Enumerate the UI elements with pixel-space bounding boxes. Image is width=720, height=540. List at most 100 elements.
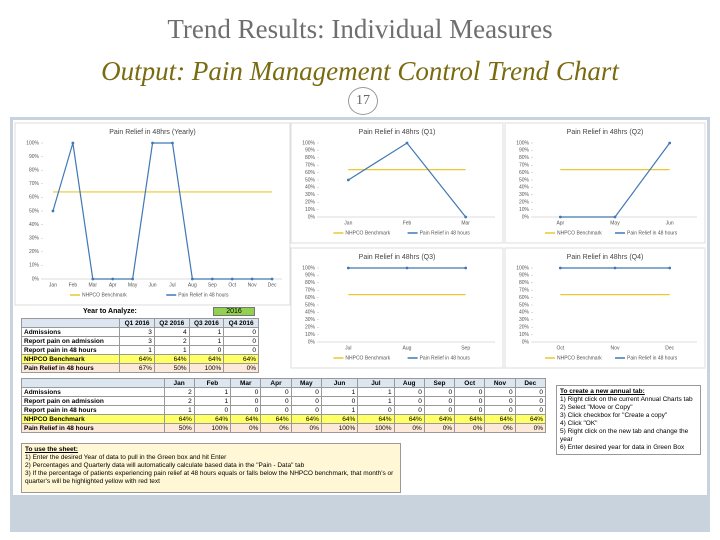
y-tick-label: 60%: [519, 295, 530, 301]
point: [91, 277, 95, 281]
y-tick-label: 100%: [26, 140, 39, 146]
table-row: Pain Relief in 48 hours 50% 100% 0% 0% 0% 100%…: [21, 423, 547, 433]
y-tick-label: 90%: [519, 148, 530, 154]
y-tick-label: 70%: [519, 288, 530, 294]
y-tick-label: 20%: [305, 325, 316, 331]
table-cell: 1: [188, 327, 225, 337]
point: [346, 178, 350, 182]
year-label: Year to Analyze:: [83, 308, 137, 315]
y-tick-label: 10%: [305, 207, 316, 213]
table-cell: 1: [357, 396, 395, 406]
table-cell: 1: [193, 387, 232, 397]
table-cell: Admissions: [21, 387, 165, 397]
point: [51, 209, 55, 213]
y-tick-label: 10%: [519, 207, 530, 213]
header-cell: Aug: [393, 378, 425, 388]
y-tick-label: 20%: [519, 200, 530, 206]
table-cell: 0: [223, 336, 259, 346]
table-cell: NHPCO Benchmark: [21, 414, 165, 424]
y-tick-label: 70%: [29, 181, 40, 187]
table-cell: Admissions: [20, 327, 121, 337]
table-cell: 0%: [230, 423, 262, 433]
header-cell: Q2 2016: [153, 318, 190, 328]
legend-label: Pain Relief in 48 hours: [420, 355, 471, 361]
x-tick-label: Feb: [403, 220, 412, 226]
x-tick-label: Aug: [188, 282, 197, 288]
header-row: Q1 2016 Q2 2016 Q3 2016 Q4 2016: [20, 318, 259, 328]
box-line: 5) Right click on the new tab and change…: [560, 428, 689, 443]
y-tick-label: 0%: [32, 276, 40, 282]
x-tick-label: Apr: [556, 220, 564, 226]
box-line: 1) Right click on the current Annual Cha…: [560, 396, 693, 403]
y-tick-label: 30%: [305, 192, 316, 198]
legend-label: NHPCO Benchmark: [345, 355, 390, 361]
table-cell: 0: [193, 405, 232, 415]
box-line: 3) Click checkbox for "Create a copy": [560, 412, 668, 419]
point: [405, 266, 409, 270]
y-tick-label: 60%: [305, 170, 316, 176]
table-cell: 64%: [357, 414, 395, 424]
box-line: 1) Enter the desired Year of data to pul…: [25, 454, 227, 461]
header-cell: Feb: [193, 378, 232, 388]
table-cell: 0: [484, 396, 516, 406]
table-cell: 0: [484, 387, 516, 397]
table-cell: 64%: [393, 414, 425, 424]
header-cell: Dec: [514, 378, 547, 388]
y-tick-label: 60%: [305, 295, 316, 301]
y-tick-label: 100%: [302, 265, 315, 271]
header-cell: Jan: [163, 378, 195, 388]
header-cell: Nov: [484, 378, 516, 388]
x-tick-label: Sep: [208, 282, 217, 288]
y-tick-label: 90%: [305, 148, 316, 154]
table-cell: 0: [290, 387, 322, 397]
table-cell: 0: [260, 405, 292, 415]
x-tick-label: Mar: [461, 220, 470, 226]
table-cell: 0: [393, 396, 425, 406]
y-tick-label: 40%: [305, 310, 316, 316]
x-tick-label: Oct: [556, 345, 564, 351]
table-cell: 64%: [260, 414, 292, 424]
chart-title: Pain Relief in 48hrs (Q2): [567, 129, 644, 136]
table-cell: 50%: [163, 423, 195, 433]
y-tick-label: 20%: [519, 325, 530, 331]
box-line: 6) Enter desired year for data in Green …: [560, 444, 685, 451]
y-tick-label: 30%: [519, 192, 530, 198]
table-row: Report pain in 48 hours 1 1 0 0: [20, 345, 259, 355]
x-tick-label: May: [610, 220, 620, 226]
box-line: 4) Click "OK": [560, 420, 598, 427]
legend-label: NHPCO Benchmark: [557, 355, 602, 361]
table-cell: 0: [320, 396, 359, 406]
table-cell: 0%: [393, 423, 425, 433]
table-cell: 0%: [423, 423, 456, 433]
y-tick-label: 50%: [305, 302, 316, 308]
table-cell: 0: [230, 387, 262, 397]
chart-area: [504, 122, 706, 244]
y-tick-label: 30%: [29, 236, 40, 242]
table-cell: 100%: [188, 363, 225, 373]
table-cell: 64%: [514, 414, 547, 424]
table-cell: 64%: [290, 414, 322, 424]
point: [613, 266, 617, 270]
table-cell: 0: [230, 405, 262, 415]
year-input[interactable]: 2016: [213, 307, 255, 316]
y-tick-label: 80%: [519, 280, 530, 286]
y-tick-label: 80%: [519, 155, 530, 161]
table-cell: Pain Relief in 48 hours: [21, 423, 165, 433]
x-tick-label: Oct: [228, 282, 236, 288]
header-cell: Sep: [423, 378, 456, 388]
y-tick-label: 60%: [519, 170, 530, 176]
y-tick-label: 30%: [519, 317, 530, 323]
y-tick-label: 10%: [29, 263, 40, 269]
y-tick-label: 60%: [29, 195, 40, 201]
table-cell: 0: [393, 405, 425, 415]
table-cell: 64%: [119, 354, 155, 364]
point: [613, 215, 617, 219]
header-cell: Mar: [230, 378, 262, 388]
y-tick-label: 70%: [519, 163, 530, 169]
y-tick-label: 40%: [29, 222, 40, 228]
table-cell: 0: [188, 345, 225, 355]
table-cell: 0: [393, 387, 425, 397]
y-tick-label: 100%: [302, 140, 315, 146]
chart-title: Pain Relief in 48hrs (Q3): [359, 254, 436, 261]
